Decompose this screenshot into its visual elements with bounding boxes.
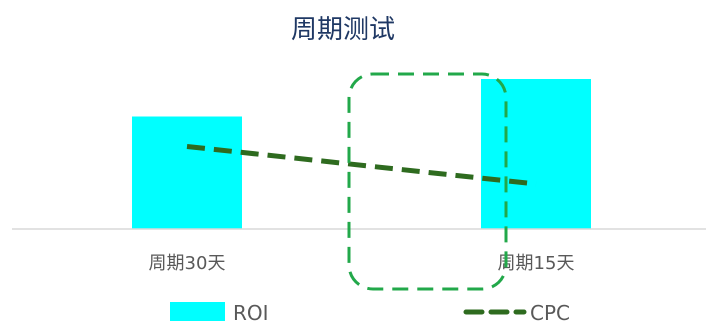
x-tick-label: 周期15天 (498, 253, 575, 274)
annotation-box (347, 72, 508, 291)
bar-2 (481, 79, 591, 229)
bars-layer (132, 79, 591, 229)
chart-title: 周期测试 (291, 15, 395, 45)
line-layer (186, 144, 537, 187)
legend-swatch-roi (170, 302, 225, 321)
legend: ROI CPC (170, 301, 570, 321)
bar-1 (132, 116, 242, 229)
legend-label-cpc: CPC (530, 301, 570, 321)
ticks-layer: 周期30天 周期15天 (149, 253, 575, 274)
legend-label-roi: ROI (233, 301, 269, 321)
x-tick-label: 周期30天 (149, 253, 226, 274)
cpc-line (186, 144, 537, 187)
